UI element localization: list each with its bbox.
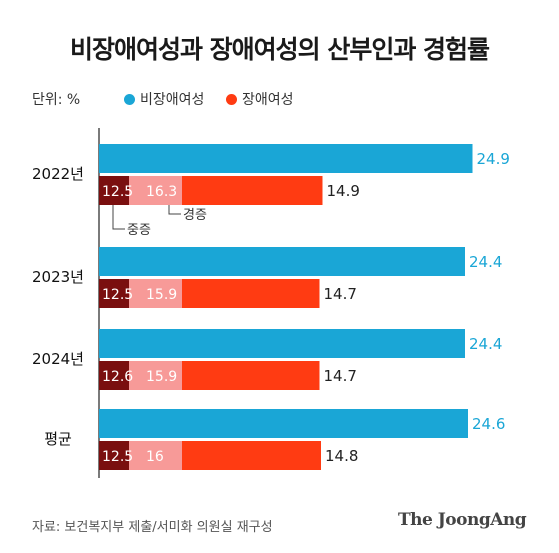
legend-item-disabled: 장애여성 [226,89,294,109]
category-label: 2023년 [32,268,84,286]
bar-non-disabled [99,144,473,173]
unit-label: 단위: % [32,92,81,108]
legend-label-non-disabled: 비장애여성 [140,92,205,108]
segment-mild [129,361,182,390]
segment-label-severe: 12.5 [102,449,133,465]
publisher-logo: The JoongAng [398,510,527,530]
segment-label-mild: 15.9 [146,369,177,385]
segment-mild [129,441,182,470]
legend-item-non-disabled: 비장애여성 [124,89,204,109]
segment-label-severe: 12.5 [102,287,133,303]
category-label: 평균 [44,430,72,448]
annotation-severe: 중증 [127,223,151,238]
category-label: 2022년 [32,165,84,183]
bar-non-disabled [99,409,468,438]
legend-swatch-disabled [226,93,237,105]
segment-severe [99,176,129,205]
segment-label-severe: 12.5 [102,184,133,200]
value-label-non-disabled: 24.6 [472,415,505,433]
segment-severe [99,441,129,470]
source-note: 자료: 보건복지부 제출/서미화 의원실 재구성 [32,520,273,535]
segment-label-mild: 15.9 [146,287,177,303]
value-label-disabled: 14.7 [324,285,357,303]
annotation-line-severe [112,205,125,230]
segment-mild [129,176,182,205]
annotation-mild: 경증 [183,208,207,223]
bar-non-disabled [99,329,465,358]
segment-severe [99,279,129,308]
value-label-disabled: 14.9 [327,182,360,200]
segment-mild [129,279,182,308]
segment-label-severe: 12.6 [102,369,133,385]
value-label-non-disabled: 24.4 [469,253,502,271]
chart-title: 비장애여성과 장애여성의 산부인과 경험률 [69,35,490,64]
annotation-line-mild [168,205,181,215]
category-label: 2024년 [32,350,84,368]
value-label-disabled: 14.7 [324,367,357,385]
segment-label-mild: 16 [146,449,164,465]
legend-label-disabled: 장애여성 [242,92,294,108]
value-label-disabled: 14.8 [325,447,358,465]
segment-label-mild: 16.3 [146,184,177,200]
value-label-non-disabled: 24.9 [477,150,510,168]
value-label-non-disabled: 24.4 [469,335,502,353]
legend-swatch-non-disabled [124,93,135,105]
segment-severe [99,361,129,390]
bar-non-disabled [99,247,465,276]
